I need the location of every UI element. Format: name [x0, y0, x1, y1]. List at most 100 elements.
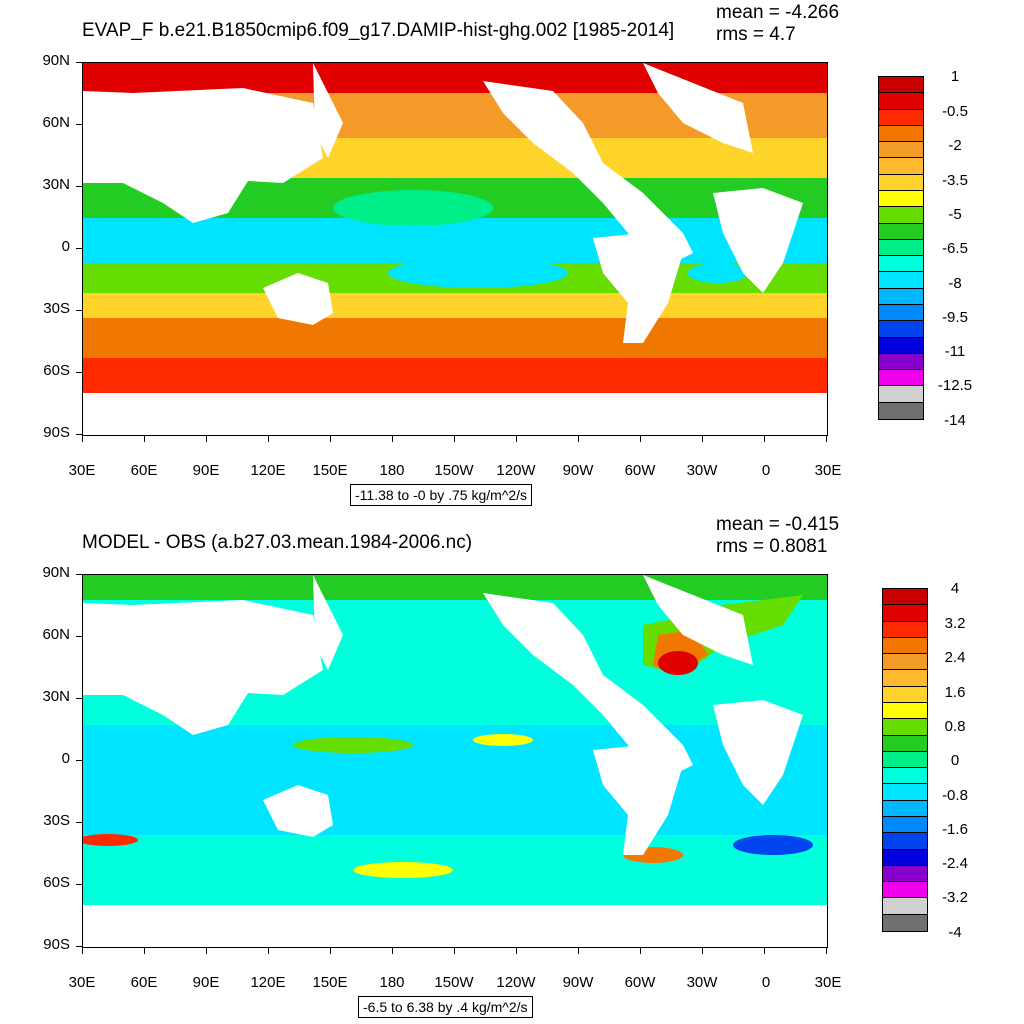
lon-label: 180 — [379, 974, 405, 991]
colorbar-label: -11 — [944, 343, 966, 360]
colorbar-label: 4 — [950, 580, 960, 597]
axis-tick — [640, 948, 641, 954]
colorbar-label: 2.4 — [944, 649, 966, 666]
axis-tick — [76, 62, 82, 63]
difference-field-map — [83, 575, 827, 947]
colorbar-swatch — [879, 288, 923, 305]
axis-tick — [76, 310, 82, 311]
colorbar-swatch — [879, 353, 923, 371]
axis-tick — [268, 948, 269, 954]
lon-label: 90E — [192, 462, 220, 479]
axis-tick — [702, 436, 703, 442]
colorbar-swatch — [883, 637, 927, 655]
axis-tick — [454, 436, 455, 442]
lon-label: 120W — [496, 974, 536, 991]
colorbar-label: 1.6 — [944, 684, 966, 701]
rms-value: rms = 4.7 — [716, 24, 796, 45]
colorbar-swatch — [879, 256, 923, 273]
axis-tick — [76, 186, 82, 187]
rms-value: rms = 0.8081 — [716, 536, 828, 557]
lon-label: 150W — [434, 974, 474, 991]
lon-label: 150E — [312, 462, 348, 479]
colorbar — [882, 588, 928, 932]
axis-tick — [826, 436, 827, 442]
colorbar-swatch — [883, 849, 927, 866]
lat-label: 30N — [42, 688, 70, 705]
colorbar-swatch — [879, 272, 923, 289]
model-minus-obs-panel: MODEL - OBS (a.b27.03.mean.1984-2006.nc)… — [0, 512, 1024, 1024]
axis-tick — [76, 760, 82, 761]
lat-label: 30S — [43, 300, 70, 317]
colorbar-swatch — [879, 337, 923, 354]
colorbar-label: -2 — [948, 137, 962, 154]
axis-tick — [578, 948, 579, 954]
colorbar-label: -12.5 — [937, 377, 973, 394]
evap-field-map — [83, 63, 827, 435]
axis-tick — [144, 436, 145, 442]
lon-label: 120W — [496, 462, 536, 479]
lat-label: 60N — [42, 626, 70, 643]
mean-value: mean = -0.415 — [716, 514, 840, 535]
colorbar-swatch — [883, 751, 927, 769]
axis-tick — [516, 948, 517, 954]
colorbar-label: -8 — [948, 275, 962, 292]
colorbar-swatch — [883, 719, 927, 736]
lat-label: 0 — [61, 238, 70, 255]
map-plot-area — [82, 62, 828, 436]
colorbar-swatch — [883, 670, 927, 687]
colorbar-swatch — [883, 589, 927, 606]
axis-tick — [76, 574, 82, 575]
axis-tick — [206, 948, 207, 954]
axis-tick — [330, 436, 331, 442]
axis-tick — [330, 948, 331, 954]
axis-tick — [76, 698, 82, 699]
lon-label: 90E — [192, 974, 220, 991]
lon-label: 60E — [130, 462, 158, 479]
colorbar-label: -3.5 — [942, 172, 968, 189]
panel-title: EVAP_F b.e21.B1850cmip6.f09_g17.DAMIP-hi… — [82, 20, 675, 41]
axis-tick — [76, 124, 82, 125]
colorbar-label: -0.8 — [942, 787, 968, 804]
colorbar-swatch — [883, 914, 927, 931]
axis-tick — [640, 436, 641, 442]
lon-label: 120E — [250, 462, 286, 479]
axis-tick — [764, 948, 765, 954]
lat-label: 60N — [42, 114, 70, 131]
lon-label: 150E — [312, 974, 348, 991]
colorbar-swatch — [879, 304, 923, 322]
colorbar-label: -5 — [948, 206, 962, 223]
axis-tick — [392, 436, 393, 442]
colorbar-swatch — [883, 800, 927, 817]
lat-label: 60S — [43, 874, 70, 891]
lat-label: 90S — [43, 424, 70, 441]
axis-tick — [454, 948, 455, 954]
colorbar-swatch — [879, 207, 923, 224]
colorbar-swatch — [879, 109, 923, 126]
axis-tick — [826, 948, 827, 954]
axis-tick — [206, 436, 207, 442]
colorbar-swatch — [883, 735, 927, 752]
colorbar-swatch — [883, 686, 927, 703]
colorbar-swatch — [879, 142, 923, 159]
axis-tick — [268, 436, 269, 442]
lon-label: 90W — [562, 974, 594, 991]
colorbar-swatch — [879, 370, 923, 387]
axis-tick — [76, 434, 82, 435]
axis-tick — [82, 436, 83, 442]
colorbar-swatch — [883, 621, 927, 638]
colorbar-label: 0 — [950, 752, 960, 769]
colorbar-swatch — [879, 125, 923, 143]
lat-label: 90S — [43, 936, 70, 953]
colorbar-swatch — [883, 882, 927, 899]
colorbar-swatch — [883, 833, 927, 850]
lon-label: 30W — [686, 974, 718, 991]
lon-label: 30E — [68, 974, 96, 991]
colorbar-label: -3.2 — [942, 889, 968, 906]
axis-tick — [392, 948, 393, 954]
colorbar-label: -9.5 — [942, 309, 968, 326]
colorbar-swatch — [883, 605, 927, 622]
colorbar — [878, 76, 924, 420]
colorbar-swatch — [879, 174, 923, 191]
evap-map-panel: EVAP_F b.e21.B1850cmip6.f09_g17.DAMIP-hi… — [42, 2, 973, 506]
lon-label: 60W — [624, 462, 656, 479]
